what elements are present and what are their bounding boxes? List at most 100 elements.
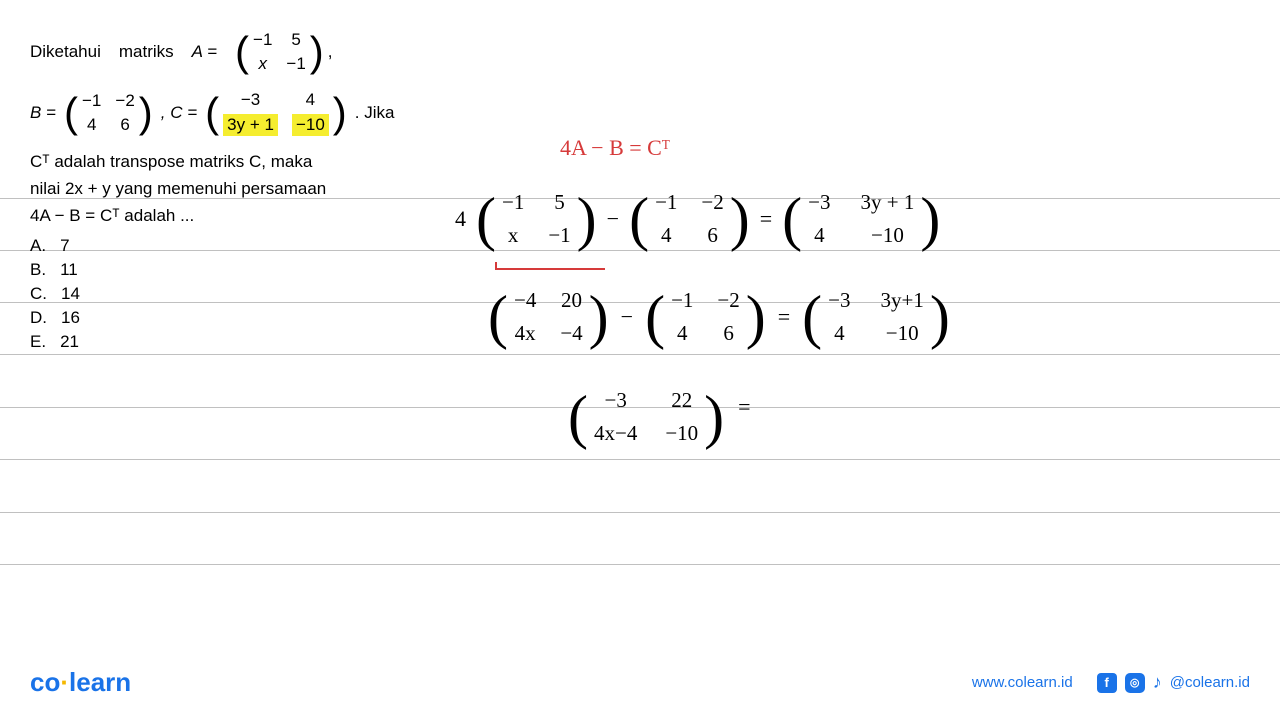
option-d-letter: D. (30, 308, 47, 328)
option-c: C. 14 (30, 284, 410, 304)
paren-left: ( (235, 33, 249, 71)
option-c-letter: C. (30, 284, 47, 304)
problem-text: Cᵀ adalah transpose matriks C, maka nila… (30, 148, 410, 230)
hw-s1-prefix: 4 (455, 206, 466, 232)
matrix-b-21: 4 (82, 115, 101, 135)
ruled-line (0, 459, 1280, 460)
option-b-letter: B. (30, 260, 46, 280)
hw-s2-matrix-c: ( −3 3y+1 4 −10 ) (802, 288, 950, 346)
instagram-icon: ◎ (1125, 673, 1145, 693)
matrix-c-11: −3 (223, 90, 278, 110)
hw-s1-matrix-a: ( −1 5 x −1 ) (476, 190, 597, 248)
option-e-letter: E. (30, 332, 46, 352)
matrix-c-label: , C = (161, 103, 197, 123)
page-content: Diketahui matriks A = ( −1 5 x −1 ) , B … (0, 0, 1280, 720)
matrix-c-22: −10 (292, 114, 329, 136)
problem-line-1: Diketahui matriks A = ( −1 5 x −1 ) , (30, 30, 410, 74)
footer: co·learn www.colearn.id f ◎ ♪ @colearn.i… (0, 667, 1280, 698)
hw-s1-minus: − (607, 206, 619, 232)
option-e: E. 21 (30, 332, 410, 352)
hw-s1-a-11: −1 (502, 190, 524, 215)
hw-s1-matrix-c: ( −3 3y + 1 4 −10 ) (782, 190, 940, 248)
problem-line-2: B = ( −1 −2 4 6 ) , C = ( −3 4 3y + 1 −1… (30, 90, 410, 136)
matrix-c-12: 4 (292, 90, 329, 110)
hw-s2-c-11: −3 (828, 288, 850, 313)
hw-s2-matrix-b: ( −1 −2 4 6 ) (645, 288, 766, 346)
hw-step-2: ( −4 20 4x −4 ) − ( −1 −2 4 6 ) = ( −3 (488, 288, 950, 346)
hw-s2-b-12: −2 (717, 288, 739, 313)
option-d-value: 16 (61, 308, 80, 328)
problem-text-1: Cᵀ adalah transpose matriks C, maka (30, 148, 410, 175)
hw-s3-r-11: −3 (594, 388, 637, 413)
hw-s3-r-21: 4x−4 (594, 421, 637, 446)
hw-s1-b-11: −1 (655, 190, 677, 215)
logo-co: co (30, 667, 60, 697)
colearn-logo: co·learn (30, 667, 131, 698)
comma: , (328, 42, 333, 62)
hw-s2-c-22: −10 (880, 321, 923, 346)
option-d: D. 16 (30, 308, 410, 328)
problem-text-2: nilai 2x + y yang memenuhi persamaan (30, 175, 410, 202)
matrix-c-21: 3y + 1 (223, 114, 278, 136)
hw-s2-c-12: 3y+1 (880, 288, 923, 313)
hw-s2-b-22: 6 (717, 321, 739, 346)
logo-dot: · (60, 667, 69, 697)
hw-s2-matrix-4a: ( −4 20 4x −4 ) (488, 288, 609, 346)
tiktok-icon: ♪ (1153, 672, 1162, 693)
hw-s3-eq: = (738, 394, 750, 420)
social-handle: @colearn.id (1170, 674, 1250, 691)
option-e-value: 21 (60, 332, 79, 352)
red-underline (495, 262, 605, 270)
problem-text-3: 4A − B = Cᵀ adalah ... (30, 202, 410, 229)
matrix-a-11: −1 (253, 30, 272, 50)
option-c-value: 14 (61, 284, 80, 304)
hw-s1-a-22: −1 (548, 223, 570, 248)
hw-s2-4a-11: −4 (514, 288, 536, 313)
hw-s2-4a-21: 4x (514, 321, 536, 346)
matrix-b-12: −2 (115, 91, 134, 111)
paren-right: ) (310, 33, 324, 71)
website-url: www.colearn.id (972, 674, 1073, 691)
hw-s1-c-11: −3 (808, 190, 830, 215)
matrix-a-label: A = (192, 42, 217, 62)
ruled-line (0, 564, 1280, 565)
matrix-b-label: B = (30, 103, 56, 123)
option-a: A. 7 (30, 236, 410, 256)
hw-s1-a-12: 5 (548, 190, 570, 215)
logo-learn: learn (69, 667, 131, 697)
hw-s3-r-12: 22 (665, 388, 698, 413)
option-b-value: 11 (60, 260, 78, 280)
problem-statement: Diketahui matriks A = ( −1 5 x −1 ) , B … (30, 30, 410, 356)
footer-right: www.colearn.id f ◎ ♪ @colearn.id (972, 672, 1250, 693)
matrix-a: ( −1 5 x −1 ) (235, 30, 324, 74)
hw-step-1: 4 ( −1 5 x −1 ) − ( −1 −2 4 6 ) = ( (455, 190, 940, 248)
hw-s1-b-21: 4 (655, 223, 677, 248)
matrix-b-11: −1 (82, 91, 101, 111)
hw-s1-c-22: −10 (860, 223, 914, 248)
answer-options: A. 7 B. 11 C. 14 D. 16 E. 21 (30, 236, 410, 352)
matrix-a-21: x (253, 54, 272, 74)
hw-s1-eq: = (760, 206, 772, 232)
hw-s1-a-21: x (502, 223, 524, 248)
facebook-icon: f (1097, 673, 1117, 693)
hw-s2-c-21: 4 (828, 321, 850, 346)
hw-equation: 4A − B = Cᵀ (560, 135, 670, 161)
hw-s1-b-12: −2 (701, 190, 723, 215)
hw-s2-minus: − (621, 304, 633, 330)
hw-s3-r-22: −10 (665, 421, 698, 446)
hw-s2-b-21: 4 (671, 321, 693, 346)
matrix-a-12: 5 (286, 30, 305, 50)
word-matriks: matriks (119, 42, 174, 62)
hw-s2-4a-22: −4 (560, 321, 582, 346)
hw-s1-c-21: 4 (808, 223, 830, 248)
hw-s2-4a-12: 20 (560, 288, 582, 313)
matrix-a-22: −1 (286, 54, 305, 74)
word-jika: . Jika (355, 103, 395, 123)
hw-s1-c-12: 3y + 1 (860, 190, 914, 215)
matrix-c: ( −3 4 3y + 1 −10 ) (205, 90, 347, 136)
matrix-b-22: 6 (115, 115, 134, 135)
option-a-letter: A. (30, 236, 46, 256)
hw-s1-matrix-b: ( −1 −2 4 6 ) (629, 190, 750, 248)
hw-s1-b-22: 6 (701, 223, 723, 248)
hw-s3-matrix-result: ( −3 22 4x−4 −10 ) (568, 388, 724, 446)
